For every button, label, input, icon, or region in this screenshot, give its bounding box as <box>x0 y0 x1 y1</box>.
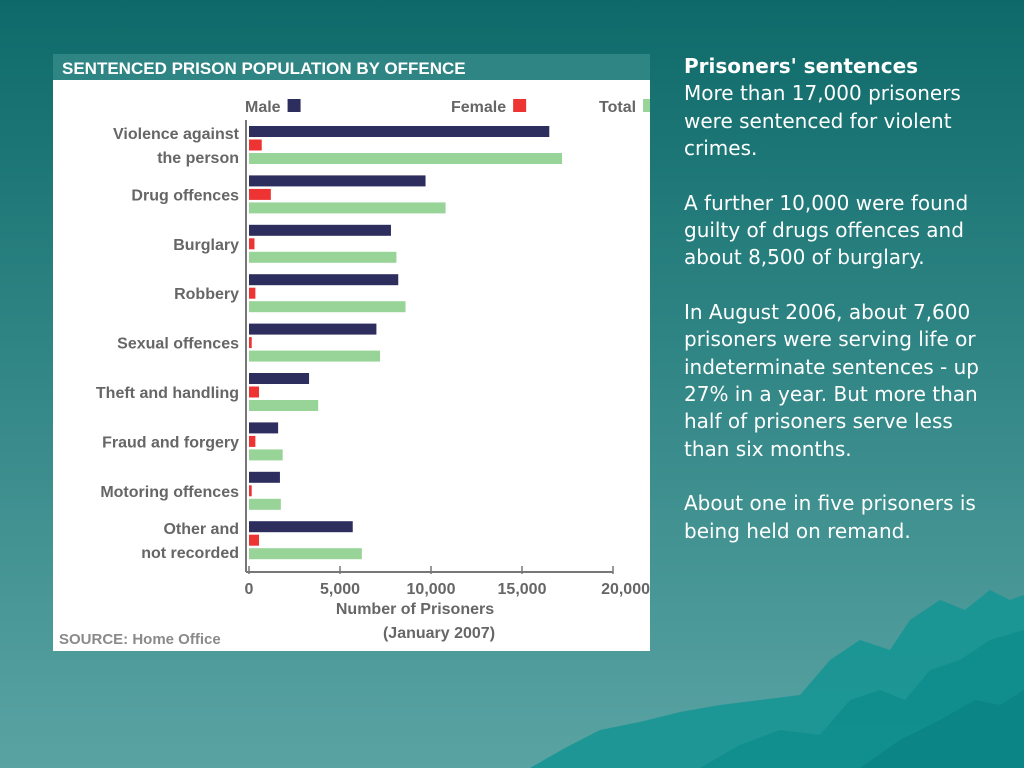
slide-paragraph: More than 17,000 prisoners were sentence… <box>684 81 961 161</box>
legend-swatch <box>513 99 527 112</box>
chart-bars <box>249 126 563 560</box>
bar-male <box>249 471 280 483</box>
category-label: Sexual offences <box>117 336 239 353</box>
bar-male <box>249 422 279 434</box>
x-tick-label: 5,000 <box>320 581 360 598</box>
bar-female <box>249 435 256 447</box>
x-tick-label: 10,000 <box>407 581 456 598</box>
legend-label: Male <box>245 99 281 116</box>
slide-paragraph: In August 2006, about 7,600 prisoners we… <box>684 299 979 461</box>
bar-total <box>249 251 397 263</box>
category-label: Other and <box>163 521 239 538</box>
bar-male <box>249 323 377 335</box>
bar-female <box>249 287 256 299</box>
slide-heading: Prisoners' sentences <box>684 54 919 78</box>
category-label: Motoring offences <box>100 484 239 501</box>
bar-female <box>249 139 262 151</box>
bar-total <box>249 153 563 164</box>
category-label: Burglary <box>173 237 239 254</box>
bar-total <box>249 301 406 313</box>
bar-total <box>249 350 381 362</box>
x-axis: 0 5,000 10,000 15,000 20,000 <box>245 120 650 598</box>
category-label: Robbery <box>174 286 239 303</box>
x-tick-label: 20,000 <box>601 581 650 598</box>
bar-total <box>249 498 281 510</box>
chart-source: SOURCE: Home Office <box>59 631 221 648</box>
category-label: the person <box>157 150 239 167</box>
bar-total <box>249 400 319 411</box>
bar-male <box>249 373 310 384</box>
bar-female <box>249 485 252 497</box>
chart-title: SENTENCED PRISON POPULATION BY OFFENCE <box>62 59 466 78</box>
x-tick-label: 0 <box>245 581 254 598</box>
category-label: Theft and handling <box>96 385 239 402</box>
bar-female <box>249 386 260 398</box>
chart-title-bar <box>53 54 650 80</box>
legend-label: Total <box>599 99 636 116</box>
slide-paragraph: About one in five prisoners is being hel… <box>684 491 976 543</box>
category-label: Fraud and forgery <box>102 434 239 451</box>
bar-female <box>249 238 255 250</box>
bar-female <box>249 188 271 200</box>
chart-panel: SENTENCED PRISON POPULATION BY OFFENCE M… <box>53 54 650 651</box>
category-label: Drug offences <box>131 187 239 204</box>
bar-male <box>249 274 399 286</box>
bar-female <box>249 337 252 349</box>
slide-text: Prisoners' sentences More than 17,000 pr… <box>684 53 1004 572</box>
legend-swatch <box>643 99 650 112</box>
bar-male <box>249 126 550 137</box>
bar-total <box>249 548 362 560</box>
bar-male <box>249 175 426 187</box>
chart-legend: Male Female Total <box>245 99 650 116</box>
bar-female <box>249 534 260 546</box>
bar-chart: SENTENCED PRISON POPULATION BY OFFENCE M… <box>53 54 650 648</box>
x-axis-note: (January 2007) <box>383 625 495 642</box>
category-label: not recorded <box>141 545 239 562</box>
legend-swatch <box>287 99 301 112</box>
legend-label: Female <box>451 99 506 116</box>
category-labels: Violence against the person Drug offences B… <box>96 126 240 562</box>
slide-paragraph: A further 10,000 were found guilty of dr… <box>684 190 969 270</box>
x-tick-label: 15,000 <box>498 581 547 598</box>
bar-male <box>249 521 353 533</box>
bar-male <box>249 224 391 236</box>
category-label: Violence against <box>113 126 240 143</box>
bar-total <box>249 449 283 461</box>
bar-total <box>249 202 446 214</box>
x-axis-label: Number of Prisoners <box>336 601 494 618</box>
